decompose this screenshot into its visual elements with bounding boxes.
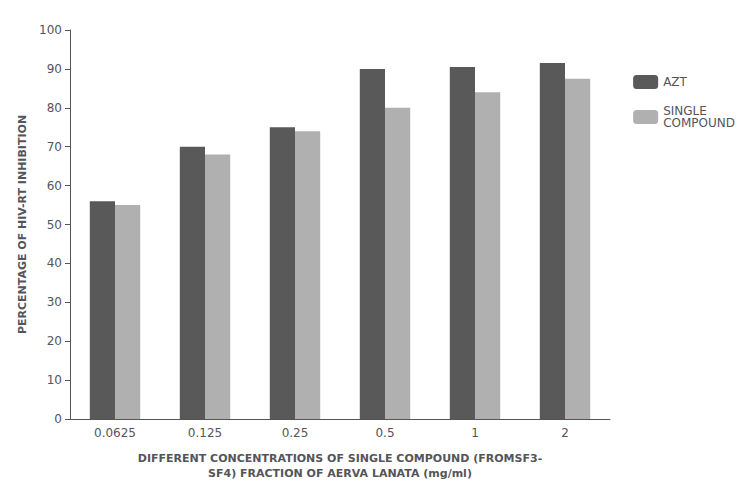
svg-text:0.5: 0.5 xyxy=(375,426,394,440)
svg-text:10: 10 xyxy=(47,373,62,387)
svg-text:50: 50 xyxy=(47,218,62,232)
svg-text:DIFFERENT CONCENTRATIONS OF SI: DIFFERENT CONCENTRATIONS OF SINGLE COMPO… xyxy=(138,452,542,465)
svg-text:1: 1 xyxy=(471,426,479,440)
svg-text:COMPOUND: COMPOUND xyxy=(663,116,735,130)
svg-text:SINGLE: SINGLE xyxy=(663,104,707,118)
svg-text:0.0625: 0.0625 xyxy=(94,426,136,440)
svg-text:60: 60 xyxy=(47,179,62,193)
svg-text:SF4) FRACTION OF AERVA LANATA: SF4) FRACTION OF AERVA LANATA (mg/ml) xyxy=(208,467,472,480)
svg-text:90: 90 xyxy=(47,62,62,76)
svg-text:30: 30 xyxy=(47,295,62,309)
svg-text:40: 40 xyxy=(47,256,62,270)
svg-text:100: 100 xyxy=(39,23,62,37)
svg-text:AZT: AZT xyxy=(663,75,687,89)
svg-text:2: 2 xyxy=(561,426,569,440)
svg-text:70: 70 xyxy=(47,140,62,154)
svg-text:80: 80 xyxy=(47,101,62,115)
svg-text:20: 20 xyxy=(47,334,62,348)
svg-text:PERCENTAGE OF HIV-RT INHIBITIO: PERCENTAGE OF HIV-RT INHIBITION xyxy=(16,115,29,334)
svg-text:0: 0 xyxy=(54,412,62,426)
svg-text:0.25: 0.25 xyxy=(282,426,309,440)
svg-text:0.125: 0.125 xyxy=(188,426,222,440)
